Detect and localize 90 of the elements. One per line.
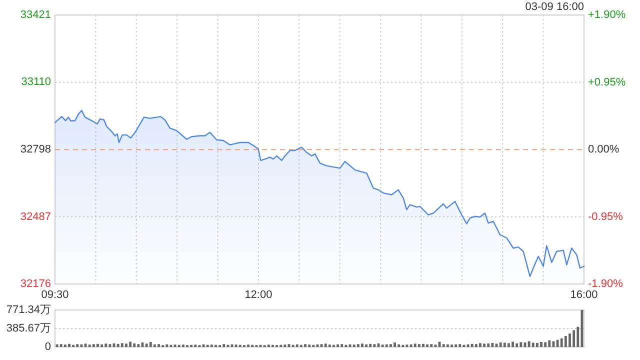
- bar: [104, 344, 108, 347]
- bar: [100, 344, 104, 347]
- bar: [556, 340, 559, 347]
- bar: [540, 342, 542, 347]
- bar: [528, 341, 530, 347]
- bar: [426, 344, 429, 347]
- bar: [410, 344, 412, 347]
- y-tick-label: 33421: [20, 9, 51, 21]
- bar: [483, 344, 486, 347]
- bar: [222, 344, 226, 347]
- bar: [153, 344, 156, 347]
- bar: [454, 344, 458, 347]
- bar: [508, 343, 510, 347]
- bar: [520, 342, 522, 347]
- y-tick-label: 32487: [20, 210, 51, 223]
- y-tick-label: 32798: [20, 144, 51, 156]
- bar: [560, 338, 563, 347]
- bar: [487, 343, 490, 347]
- bar: [572, 330, 576, 347]
- bar: [516, 343, 518, 347]
- bar: [166, 344, 168, 347]
- bar: [76, 344, 79, 347]
- bar: [68, 344, 70, 347]
- bar: [503, 342, 506, 347]
- bar: [361, 344, 364, 347]
- bar: [149, 342, 152, 347]
- bar: [394, 342, 396, 347]
- bar: [479, 343, 482, 347]
- bar: [116, 344, 120, 347]
- bar: [474, 344, 478, 347]
- bar: [580, 310, 584, 347]
- y-tick-label: 0: [44, 341, 51, 353]
- y-tick-label: 771.34万: [6, 304, 51, 316]
- y-tick-label: 33110: [21, 76, 51, 88]
- bar: [133, 343, 136, 347]
- bar: [304, 344, 306, 347]
- bar: [458, 344, 462, 347]
- x-tick-label: 12:00: [244, 289, 272, 301]
- y-tick-label: 385.67万: [6, 322, 51, 334]
- bar: [389, 344, 392, 347]
- x-tick-label: 09:30: [41, 289, 69, 301]
- y2-tick-label: 0.00%: [588, 144, 620, 156]
- bar: [422, 344, 424, 347]
- bar: [438, 342, 441, 347]
- bar: [158, 344, 160, 347]
- bar: [124, 344, 128, 347]
- bar: [316, 344, 319, 347]
- bar: [544, 342, 547, 347]
- y-tick-label: 32176: [20, 278, 51, 290]
- y2-tick-label: -1.90%: [588, 278, 624, 290]
- bar: [369, 344, 372, 347]
- bar: [548, 340, 551, 347]
- bar: [137, 344, 140, 347]
- bar: [324, 344, 327, 347]
- bar: [470, 344, 474, 347]
- bar: [385, 344, 388, 347]
- bar: [80, 344, 83, 347]
- bar: [373, 344, 376, 347]
- bar: [340, 344, 344, 347]
- y2-tick-label: -0.95%: [588, 210, 624, 223]
- bar: [365, 344, 368, 347]
- bar: [108, 344, 112, 347]
- bar: [356, 344, 360, 347]
- bar: [491, 342, 494, 347]
- text: 03-09 16:00: [525, 1, 584, 13]
- bar: [418, 344, 420, 347]
- bar: [499, 342, 502, 347]
- bar: [60, 344, 62, 347]
- bar: [129, 342, 132, 347]
- bar: [536, 342, 538, 347]
- bar: [56, 344, 58, 347]
- bar: [564, 336, 567, 347]
- bar: [568, 334, 571, 347]
- bar: [96, 344, 99, 347]
- bar: [296, 344, 298, 347]
- bar: [442, 344, 445, 347]
- bar: [430, 344, 433, 347]
- bar: [446, 344, 449, 347]
- bar: [532, 342, 534, 347]
- bar: [320, 344, 323, 347]
- bar: [120, 343, 124, 347]
- y2-tick-label: +0.95%: [588, 76, 626, 88]
- bar: [145, 344, 148, 347]
- bar: [414, 344, 416, 347]
- bar: [512, 342, 514, 347]
- x-tick-label: 16:00: [570, 289, 598, 301]
- bar: [92, 344, 95, 347]
- bar: [336, 344, 340, 347]
- y2-tick-label: +1.90%: [588, 9, 626, 21]
- bar: [398, 344, 400, 347]
